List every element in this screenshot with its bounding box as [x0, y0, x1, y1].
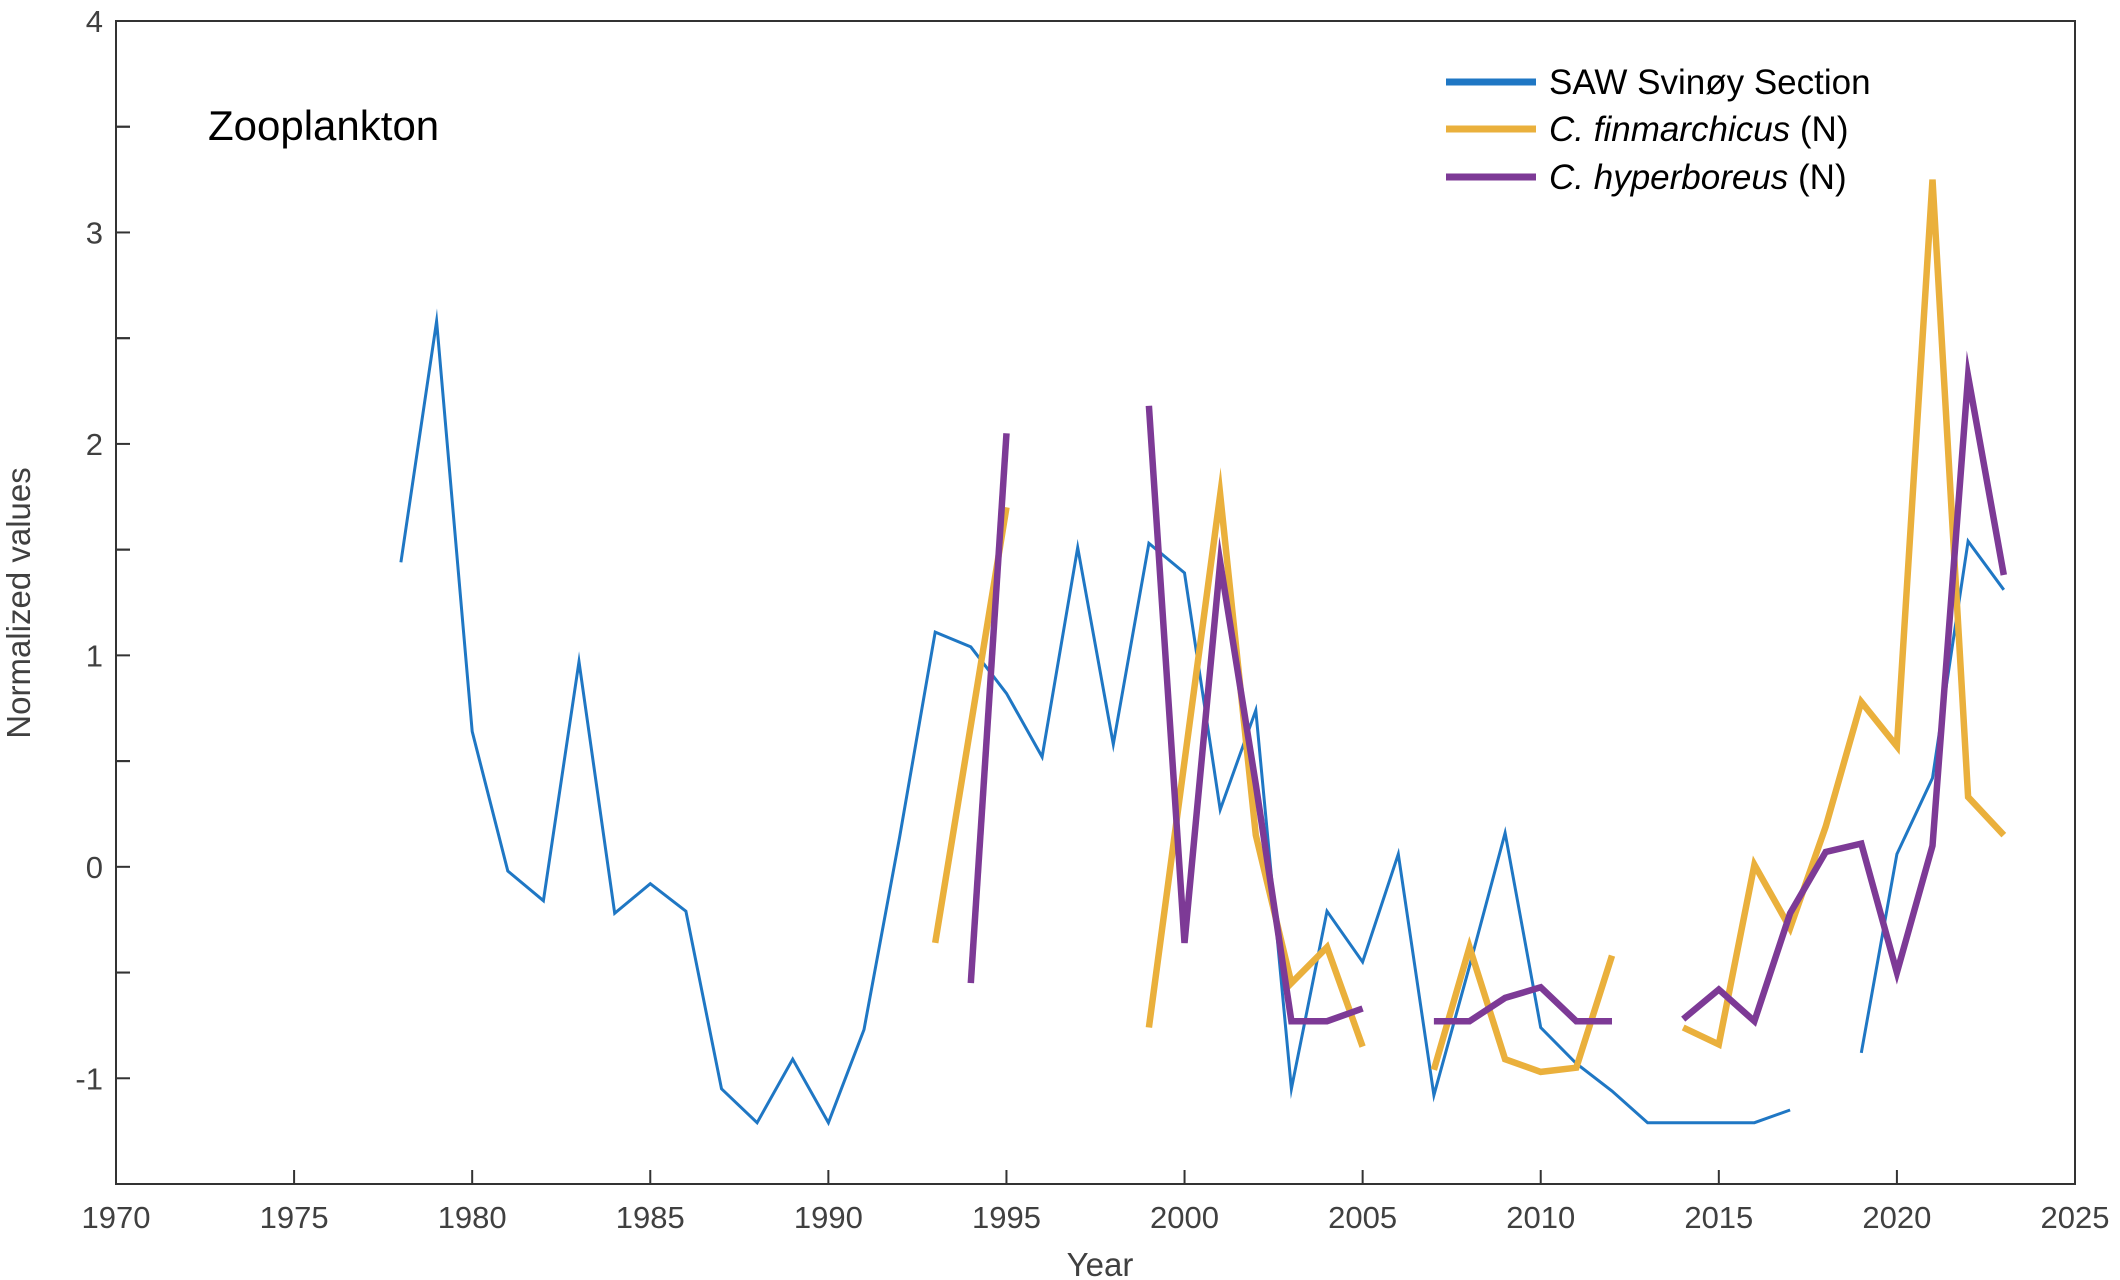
series-line-3-segment-3 — [1433, 983, 1612, 1025]
series-layer — [399, 179, 2007, 1127]
y-axis-title: Normalized values — [0, 467, 37, 738]
x-tick-label: 1970 — [82, 1200, 151, 1235]
y-tick-label: 3 — [86, 215, 103, 250]
legend-label-italic: C. hyperboreus — [1549, 158, 1788, 197]
x-tick-label: 2005 — [1328, 1200, 1397, 1235]
x-tick-label: 2015 — [1684, 1200, 1753, 1235]
x-tick-label: 1980 — [438, 1200, 507, 1235]
series-line-2-segment-3 — [1430, 936, 1616, 1076]
legend-label-suffix: (N) — [1790, 110, 1848, 149]
x-tick-label: 2020 — [1862, 1200, 1931, 1235]
legend-label-suffix: (N) — [1788, 158, 1846, 197]
series-line-3-segment-4 — [1681, 350, 2007, 1027]
x-tick-label: 1990 — [794, 1200, 863, 1235]
x-tick-label: 1975 — [260, 1200, 329, 1235]
x-tick-label: 2000 — [1150, 1200, 1219, 1235]
series-line-1-segment-2 — [1859, 537, 2006, 1054]
plot-frame — [115, 20, 2076, 1185]
panel-label: Zooplankton — [208, 102, 439, 149]
series-line-2-segment-4 — [1681, 179, 2007, 1050]
legend-label-1: SAW Svinøy Section — [1549, 63, 1871, 102]
series-line-3-segment-1 — [967, 433, 1010, 984]
y-tick-label: 2 — [86, 427, 103, 462]
y-tick-label: -1 — [75, 1061, 103, 1096]
y-tick-label: 1 — [86, 638, 103, 673]
x-tick-label: 1995 — [972, 1200, 1041, 1235]
x-axis-title: Year — [1067, 1246, 1134, 1280]
legend-label-text: SAW Svinøy Section — [1549, 63, 1871, 102]
legend-label-3: C. hyperboreus (N) — [1549, 158, 1847, 197]
x-tick-label: 2025 — [2041, 1200, 2110, 1235]
x-tick-label: 2010 — [1506, 1200, 1575, 1235]
x-tick-label: 1985 — [616, 1200, 685, 1235]
series-line-1-segment-1 — [399, 308, 1791, 1127]
legend-label-2: C. finmarchicus (N) — [1549, 110, 1848, 149]
y-tick-label: 0 — [86, 850, 103, 885]
legend-label-italic: C. finmarchicus — [1549, 110, 1790, 149]
axis-ticks: 1970 1975 1980 1985 1990 1995 2000 2005 2010 2015… — [75, 4, 2109, 1235]
y-tick-label: 4 — [86, 4, 103, 39]
series-line-3-segment-2 — [1145, 405, 1364, 1025]
